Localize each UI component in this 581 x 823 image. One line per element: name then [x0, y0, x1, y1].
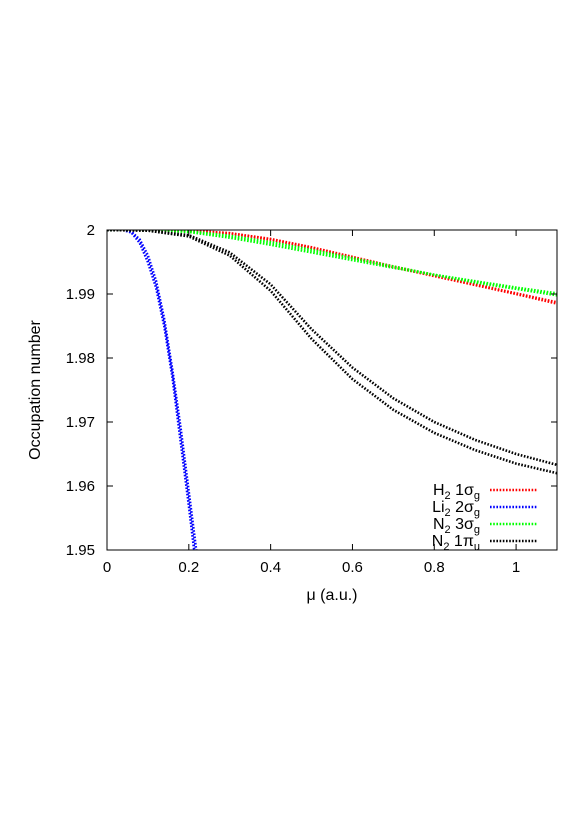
x-tick-label: 1	[512, 559, 520, 576]
series-line	[107, 230, 557, 295]
y-tick-label: 1.95	[66, 542, 95, 559]
legend-item: Li2 2σg	[432, 499, 538, 519]
x-axis-label: μ (a.u.)	[306, 587, 357, 604]
legend-label: N2 1πu	[432, 533, 480, 553]
series-line	[107, 230, 196, 550]
series-3	[107, 230, 557, 475]
x-tick-label: 0.4	[260, 559, 281, 576]
x-tick-label: 0.8	[424, 559, 445, 576]
series-layer	[107, 230, 557, 550]
legend-item: H2 1σg	[433, 482, 538, 502]
legend-label: H2 1σg	[433, 482, 480, 502]
x-tick-label: 0	[103, 559, 111, 576]
series-line	[107, 230, 557, 467]
y-tick-label: 1.96	[66, 478, 95, 495]
series-line	[107, 230, 557, 475]
plot-frame	[106, 229, 558, 551]
series-2	[107, 230, 557, 297]
y-tick-label: 2	[87, 222, 95, 239]
y-tick-label: 1.97	[66, 414, 95, 431]
y-axis-label: Occupation number	[27, 320, 44, 460]
series-line	[107, 230, 198, 550]
y-tick-label: 1.99	[66, 286, 95, 303]
y-tick-label: 1.98	[66, 350, 95, 367]
legend-label: Li2 2σg	[432, 499, 480, 519]
legend-item: N2 1πu	[432, 533, 538, 553]
legend-label: N2 3σg	[433, 516, 480, 536]
ticks-layer: 0 0.2 0.4 0.6 0.8 1 1.95 1.96 1.97 1.98 1.99 2	[66, 222, 557, 576]
x-tick-label: 0.6	[342, 559, 363, 576]
series-1	[107, 230, 198, 550]
x-tick-label: 0.2	[178, 559, 199, 576]
legend-item: N2 3σg	[433, 516, 538, 536]
